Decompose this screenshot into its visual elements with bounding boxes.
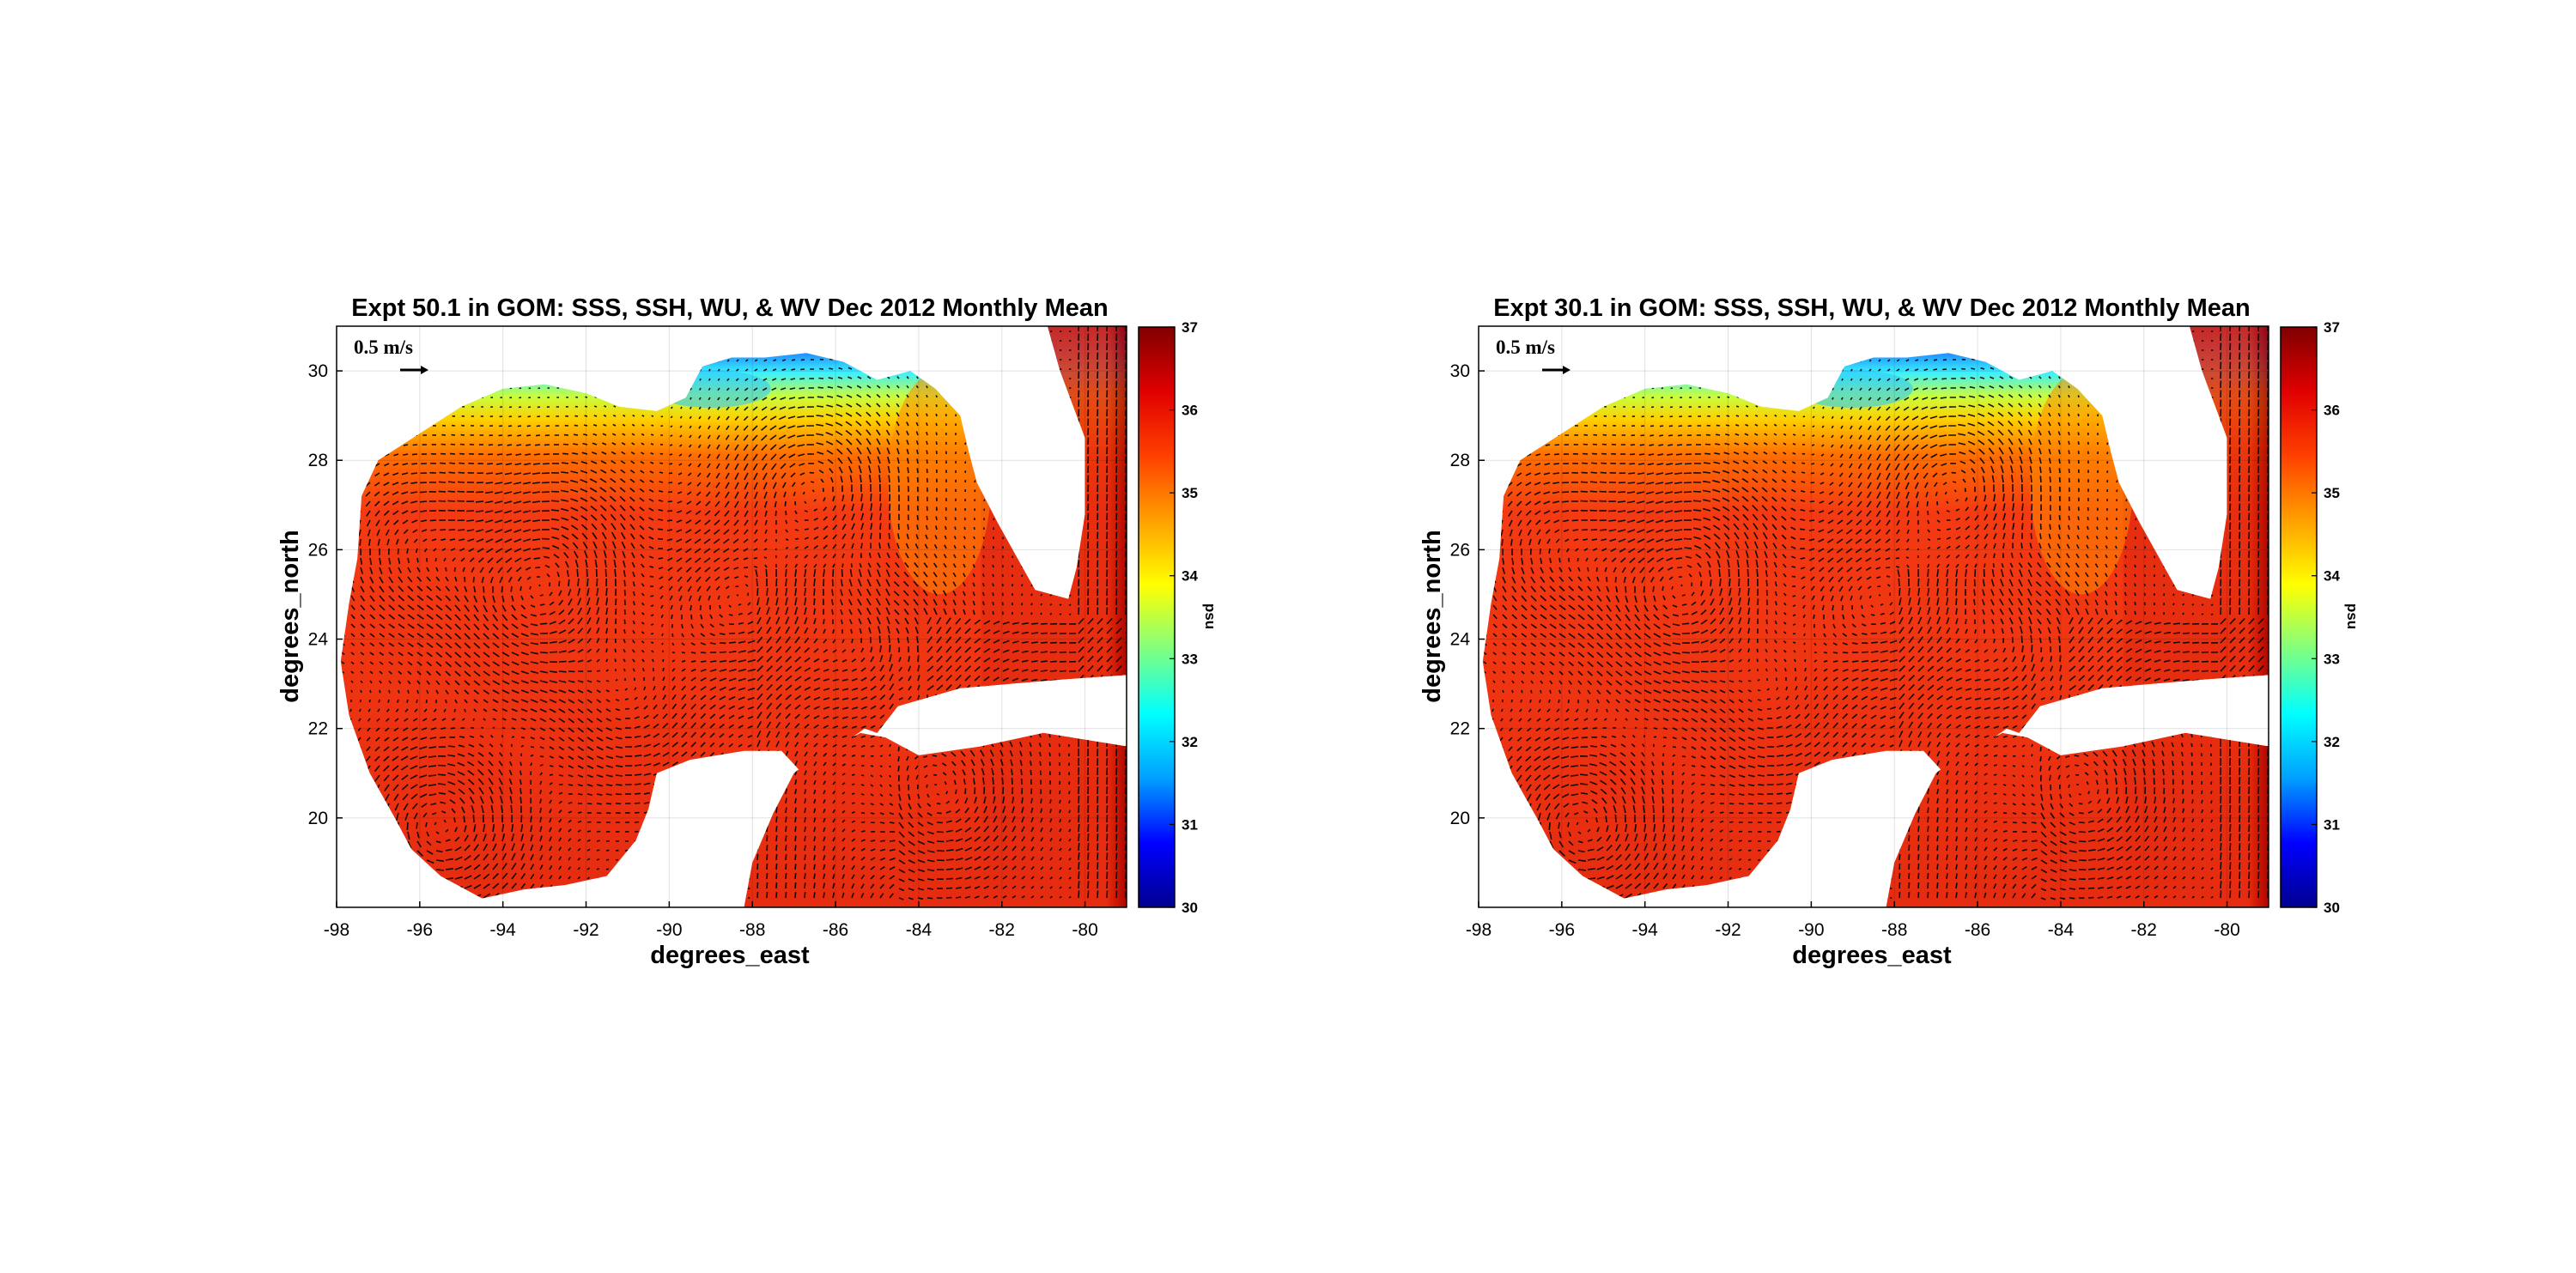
y-tick-label: 26	[308, 540, 328, 560]
x-tick-label: -84	[2048, 920, 2075, 940]
grid-lines	[1479, 326, 2269, 907]
reference-vector-label: 0.5 m/s	[354, 336, 413, 358]
colorbar-label: psu	[2344, 603, 2360, 629]
y-tick-label: 22	[308, 719, 328, 739]
y-tick-label: 20	[308, 809, 328, 828]
y-tick-label: 28	[1450, 451, 1470, 470]
x-axis-label: degrees_east	[1792, 942, 1952, 969]
colorbar: 30 31 32 33 34 35 36 37 psu	[2280, 319, 2360, 916]
y-tick-label: 22	[1450, 719, 1470, 739]
x-axis-label: degrees_east	[650, 942, 810, 969]
x-tick-label: -94	[490, 920, 517, 940]
x-tick-label: -86	[1965, 920, 1990, 940]
colorbar-tick-label: 32	[1182, 734, 1198, 750]
y-tick-label: 24	[308, 630, 329, 650]
colorbar-ticks: 30 31 32 33 34 35 36 37	[2312, 319, 2340, 916]
current-vectors	[1482, 326, 2269, 904]
colorbar-tick-label: 35	[2324, 485, 2340, 501]
y-tick-label: 26	[1450, 540, 1470, 560]
panel-right: Expt 30.1 in GOM: SSS, SSH, WU, & WV Dec…	[1419, 294, 2360, 969]
chart-title: Expt 50.1 in GOM: SSS, SSH, WU, & WV Dec…	[351, 294, 1108, 322]
x-tick-label: -94	[1632, 920, 1659, 940]
x-tick-label: -88	[1881, 920, 1907, 940]
colorbar-tick-label: 31	[1182, 816, 1198, 833]
x-tick-label: -86	[823, 920, 848, 940]
current-vectors	[340, 326, 1127, 904]
y-tick-label: 24	[1450, 630, 1471, 650]
colorbar-tick-label: 36	[2324, 403, 2340, 419]
colorbar-tick-label: 36	[1182, 403, 1198, 419]
colorbar-tick-label: 35	[1182, 485, 1198, 501]
y-tick-label: 28	[308, 451, 328, 470]
colorbar-tick-label: 31	[2324, 816, 2340, 833]
grid-lines	[337, 326, 1127, 907]
y-axis-label: degrees_north	[276, 530, 304, 702]
x-tick-label: -82	[989, 920, 1015, 940]
colorbar-tick-label: 37	[2324, 319, 2340, 336]
y-tick-label: 30	[1450, 361, 1470, 381]
x-tick-label: -80	[1072, 920, 1097, 940]
x-tick-label: -84	[906, 920, 933, 940]
x-tick-label: -80	[2214, 920, 2239, 940]
colorbar-tick-label: 30	[2324, 900, 2340, 916]
x-tick-label: -92	[573, 920, 598, 940]
x-tick-labels: -98 -96 -94 -92 -90 -88 -86 -84 -82 -80	[324, 901, 1098, 940]
colorbar-tick-label: 34	[1182, 568, 1198, 585]
colorbar-gradient	[1138, 326, 1176, 908]
reference-vector-arrow	[400, 366, 428, 374]
x-tick-label: -98	[1466, 920, 1492, 940]
y-tick-label: 20	[1450, 809, 1470, 828]
x-tick-label: -96	[1549, 920, 1575, 940]
x-tick-label: -96	[407, 920, 433, 940]
colorbar-tick-label: 33	[2324, 651, 2340, 667]
plot-frame	[336, 325, 1127, 908]
salinity-fill	[1482, 326, 2269, 907]
colorbar-tick-label: 32	[2324, 734, 2340, 750]
y-tick-label: 30	[308, 361, 328, 381]
salinity-field	[340, 326, 1127, 907]
x-tick-label: -82	[2131, 920, 2157, 940]
colorbar-label: psu	[1202, 603, 1218, 629]
y-tick-labels: 20 22 24 26 28 30	[308, 361, 343, 828]
colorbar: 30 31 32 33 34 35 36 37 psu	[1138, 319, 1218, 916]
colorbar-ticks: 30 31 32 33 34 35 36 37	[1170, 319, 1198, 916]
reference-vector-label: 0.5 m/s	[1496, 336, 1555, 358]
salinity-fill	[340, 326, 1127, 907]
x-tick-label: -88	[739, 920, 765, 940]
map-area	[336, 325, 1127, 908]
colorbar-tick-label: 30	[1182, 900, 1198, 916]
x-tick-labels: -98 -96 -94 -92 -90 -88 -86 -84 -82 -80	[1466, 901, 2240, 940]
plot-frame	[1478, 325, 2269, 908]
colorbar-tick-label: 34	[2324, 568, 2340, 585]
y-tick-labels: 20 22 24 26 28 30	[1450, 361, 1485, 828]
chart-title: Expt 30.1 in GOM: SSS, SSH, WU, & WV Dec…	[1493, 294, 2250, 322]
x-tick-label: -92	[1715, 920, 1741, 940]
salinity-field	[1482, 326, 2269, 907]
reference-vector-arrow	[1542, 366, 1571, 374]
x-tick-label: -98	[324, 920, 349, 940]
colorbar-gradient	[2280, 326, 2318, 908]
y-axis-label: degrees_north	[1419, 530, 1446, 702]
panel-left: Expt 50.1 in GOM: SSS, SSH, WU, & WV Dec…	[276, 294, 1218, 969]
map-area	[1478, 325, 2269, 908]
x-tick-label: -90	[1798, 920, 1824, 940]
colorbar-tick-label: 33	[1182, 651, 1198, 667]
x-tick-label: -90	[656, 920, 682, 940]
colorbar-tick-label: 37	[1182, 319, 1198, 336]
